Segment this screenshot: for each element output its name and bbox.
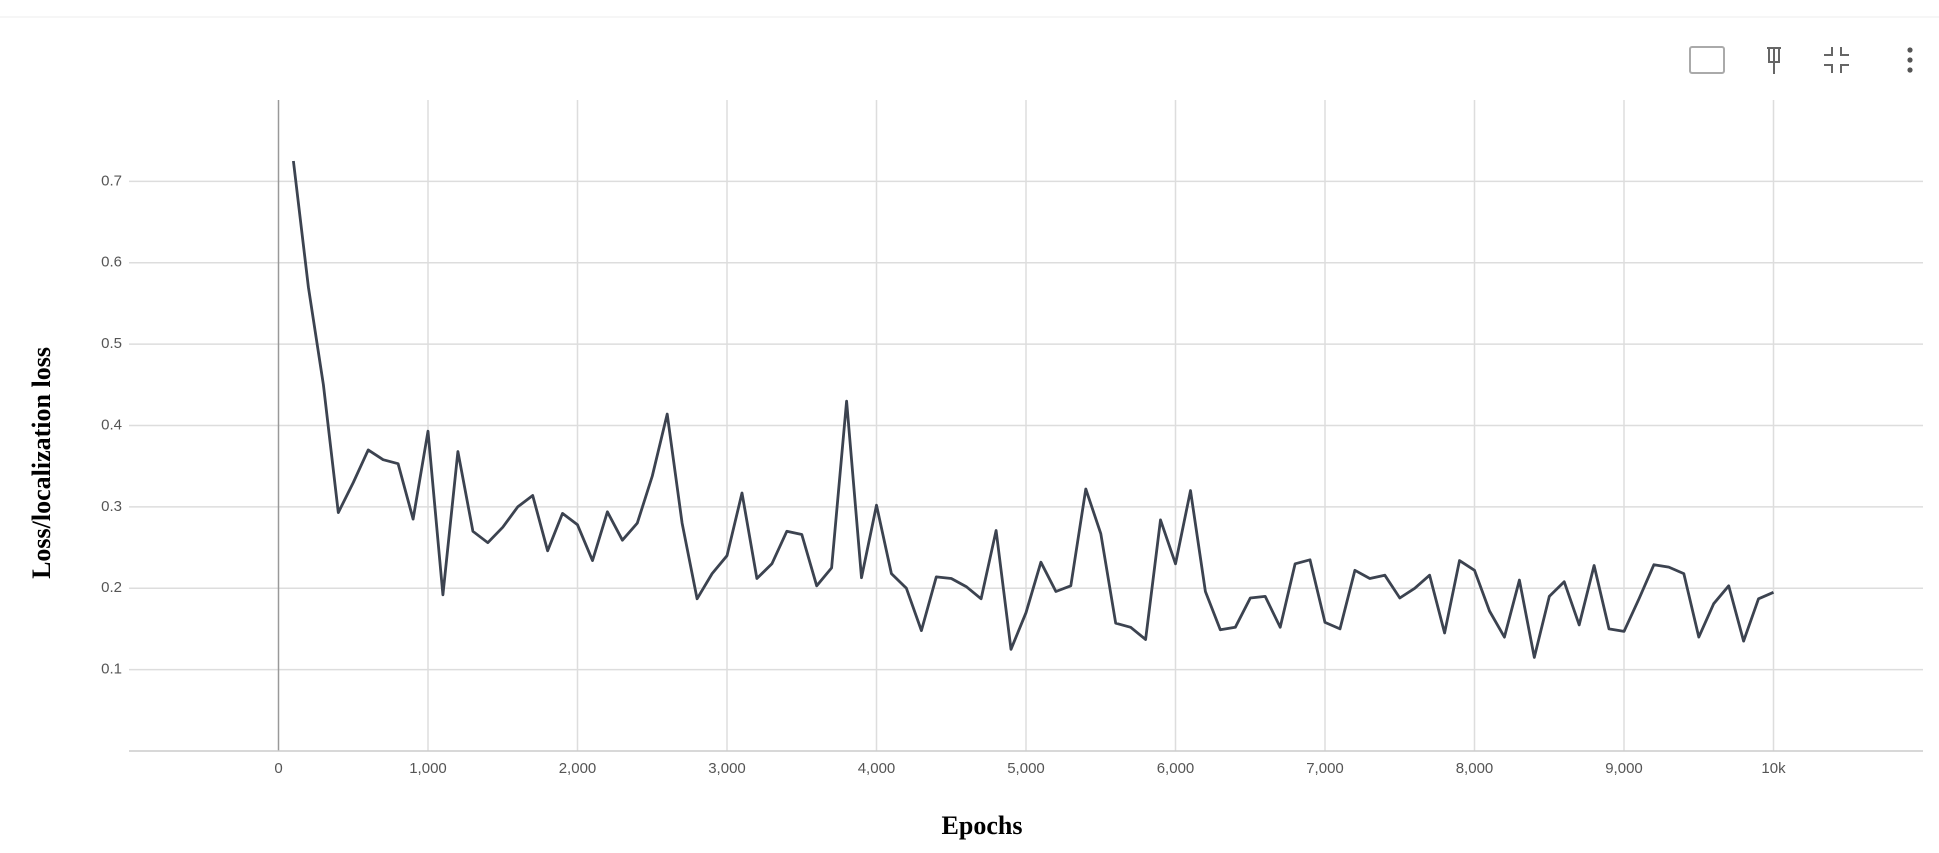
y-tick-label: 0.4 xyxy=(101,416,122,433)
x-tick-label: 9,000 xyxy=(1605,760,1643,777)
y-tick-label: 0.2 xyxy=(101,579,122,596)
menu-icon[interactable] xyxy=(1907,47,1913,73)
x-tick-label: 6,000 xyxy=(1157,760,1195,777)
x-tick-label: 2,000 xyxy=(559,760,597,777)
y-tick-label: 0.3 xyxy=(101,498,122,515)
x-tick-label: 7,000 xyxy=(1306,760,1344,777)
toolbar xyxy=(1689,46,1913,74)
y-tick-label: 0.5 xyxy=(101,335,122,352)
x-axis-title: Epochs xyxy=(942,811,1023,840)
collapse-icon[interactable] xyxy=(1824,47,1849,73)
y-tick-label: 0.6 xyxy=(101,254,122,271)
y-axis-title: Loss/localization loss xyxy=(27,347,56,579)
y-tick-label: 0.7 xyxy=(101,172,122,189)
x-tick-label: 4,000 xyxy=(858,760,896,777)
x-tick-label: 1,000 xyxy=(409,760,447,777)
x-tick-label: 10k xyxy=(1761,760,1786,777)
x-tick-label: 0 xyxy=(274,760,282,777)
y-tick-label: 0.1 xyxy=(101,661,122,678)
x-tick-label: 8,000 xyxy=(1456,760,1494,777)
x-tick-label: 3,000 xyxy=(708,760,746,777)
data-line xyxy=(292,160,1775,659)
fit-icon[interactable] xyxy=(1689,46,1725,74)
x-tick-label: 5,000 xyxy=(1007,760,1045,777)
pin-icon[interactable] xyxy=(1767,47,1781,74)
